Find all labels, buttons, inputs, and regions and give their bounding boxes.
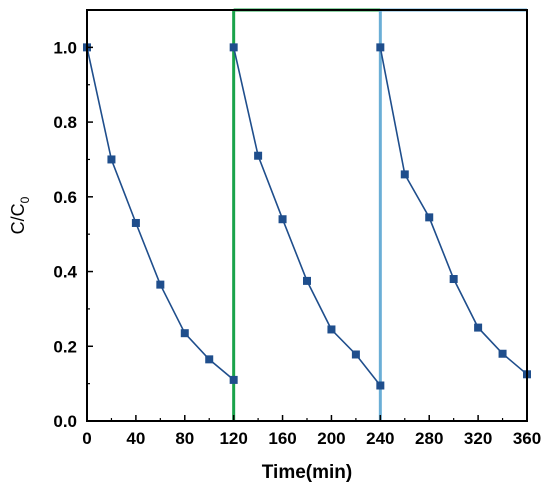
data-point-3-2 — [400, 170, 409, 179]
series-line-1 — [86, 47, 235, 381]
x-tick-label-0: 0 — [82, 429, 91, 448]
data-point-1-5 — [180, 329, 189, 338]
y-axis-title: C/C0 — [8, 196, 32, 234]
cycle-dividers — [87, 8, 527, 422]
y-tick-label-3: 0.6 — [53, 188, 77, 207]
y-tick-label-4: 0.8 — [53, 113, 77, 132]
series-line-2 — [232, 47, 381, 386]
y-tick-label-2: 0.4 — [53, 263, 77, 282]
data-point-1-3 — [131, 218, 140, 227]
series-layer — [83, 43, 531, 390]
x-tick-label-360: 360 — [513, 429, 541, 448]
y-axis-title-main: C/C — [8, 203, 28, 234]
data-point-2-6 — [351, 350, 360, 359]
data-point-2-5 — [327, 325, 336, 334]
y-tick-label-0: 0.0 — [53, 412, 77, 431]
data-point-2-4 — [303, 276, 311, 285]
y-tick-label-1: 0.2 — [53, 337, 77, 356]
x-tick-label-320: 320 — [464, 429, 492, 448]
data-point-1-4 — [156, 280, 165, 289]
y-tick-label-5: 1.0 — [53, 38, 77, 57]
x-tick-label-160: 160 — [268, 429, 296, 448]
x-tick-label-280: 280 — [415, 429, 443, 448]
x-tick-label-200: 200 — [317, 429, 345, 448]
data-point-1-7 — [229, 375, 238, 384]
plot-frame — [86, 9, 528, 422]
data-point-3-4 — [449, 275, 458, 284]
data-point-3-3 — [425, 213, 434, 222]
data-point-2-1 — [229, 43, 238, 52]
x-axis-title: Time(min) — [262, 462, 352, 483]
x-tick-label-40: 40 — [126, 429, 145, 448]
data-point-1-6 — [205, 355, 214, 364]
axis-ticks: 0 40 80 120 160 200 240 280 320 360 0.0 0.2 0.4 0.6 0.… — [53, 38, 541, 448]
x-tick-label-240: 240 — [366, 429, 394, 448]
data-point-3-6 — [498, 349, 507, 358]
y-axis-title-subscript: 0 — [18, 196, 32, 203]
data-point-2-2 — [254, 151, 263, 160]
series-line-3 — [379, 47, 528, 375]
data-point-2-3 — [278, 215, 287, 224]
x-tick-label-120: 120 — [219, 429, 247, 448]
data-point-1-2 — [107, 155, 116, 164]
data-point-2-7 — [376, 381, 385, 390]
data-point-3-1 — [376, 43, 385, 52]
x-tick-label-80: 80 — [175, 429, 194, 448]
data-point-3-5 — [474, 323, 483, 332]
